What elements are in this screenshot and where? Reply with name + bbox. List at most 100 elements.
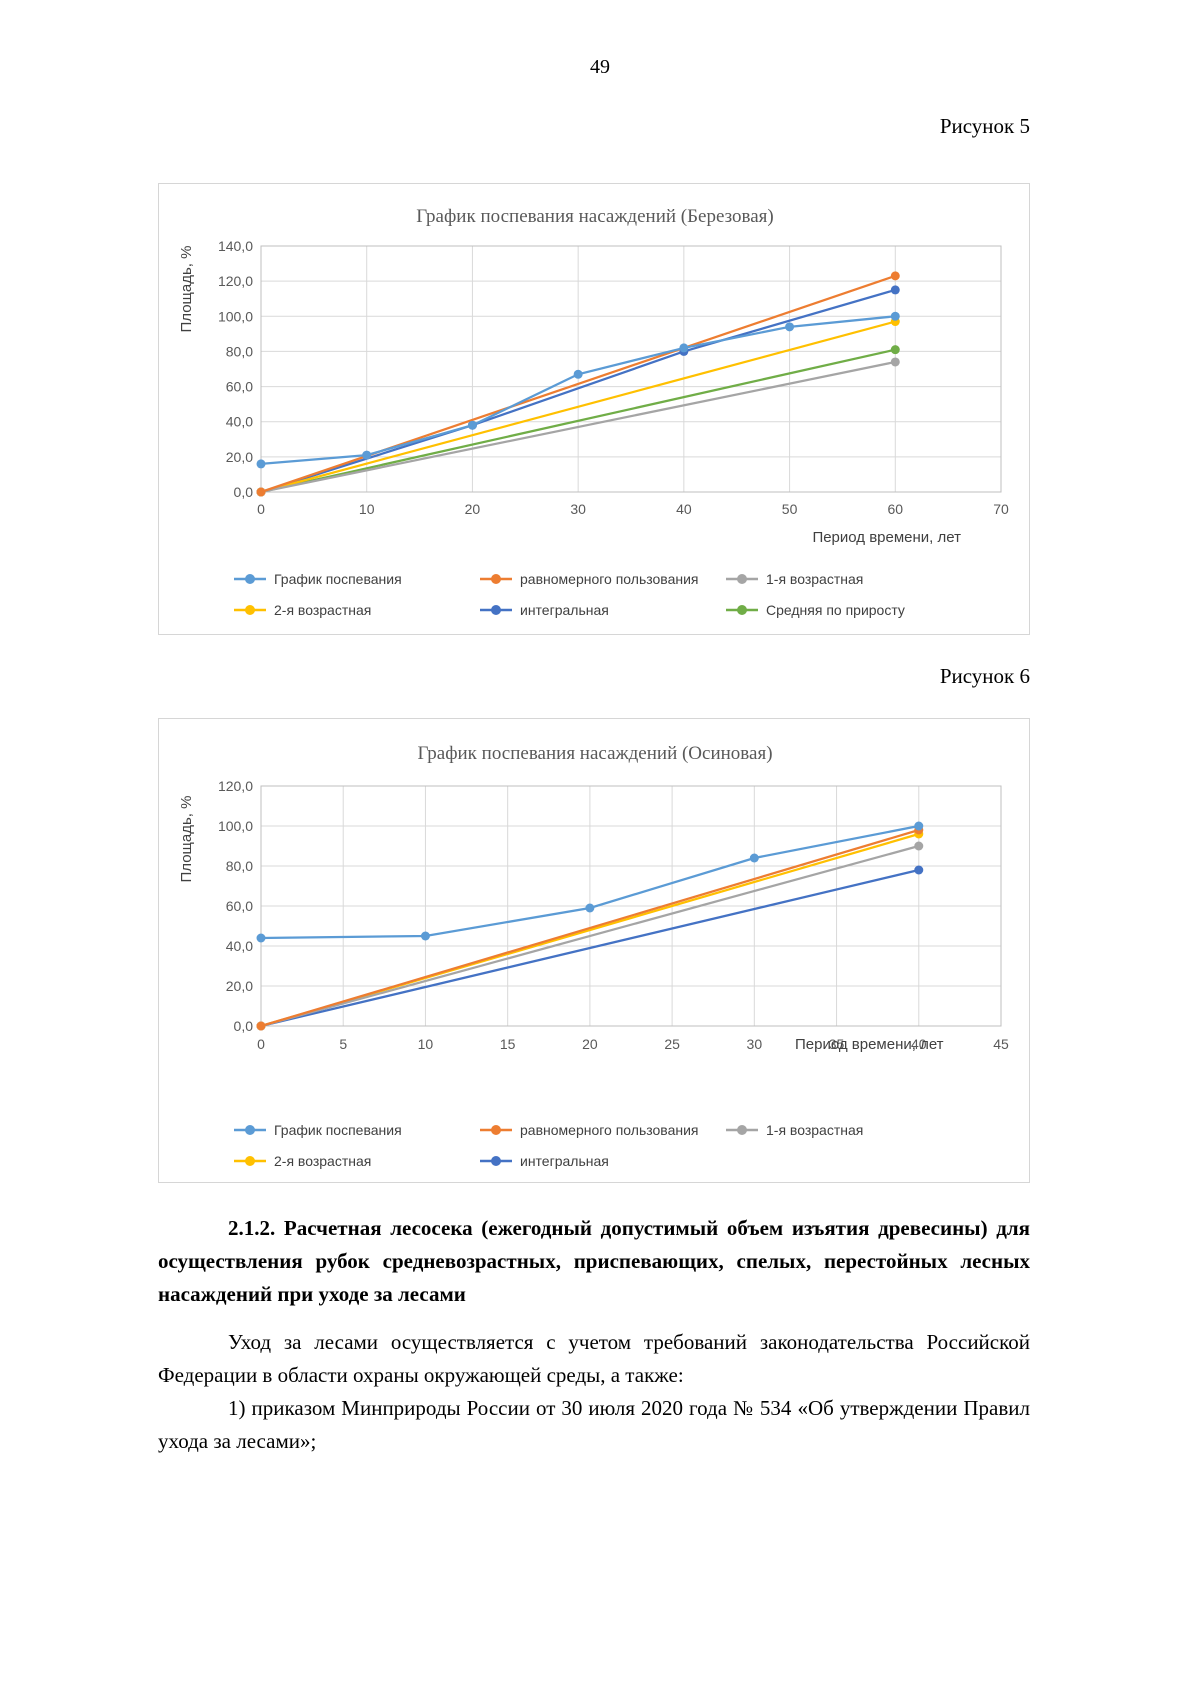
- x-tick-label: 5: [339, 1036, 347, 1052]
- legend-item: интегральная: [480, 602, 726, 618]
- series-marker: [890, 345, 900, 355]
- legend-label: равномерного пользования: [520, 1122, 699, 1138]
- legend-item: График поспевания: [234, 571, 480, 587]
- x-tick-label: 25: [664, 1036, 680, 1052]
- chart-title: График поспевания насаждений (Осиновая): [417, 743, 772, 764]
- series-marker: [467, 420, 477, 430]
- y-axis-label: Площадь, %: [178, 796, 195, 883]
- legend-marker-icon: [480, 1125, 512, 1135]
- plot-border: [260, 245, 1001, 493]
- legend-marker-icon: [480, 605, 512, 615]
- chart-legend: График поспевания равномерного пользовани…: [234, 1122, 1029, 1169]
- legend-item: интегральная: [480, 1153, 726, 1169]
- series-marker: [573, 369, 583, 379]
- y-tick-label: 0,0: [233, 1018, 253, 1034]
- y-tick-label: 40,0: [225, 414, 252, 430]
- figure6-caption: Рисунок 6: [939, 664, 1030, 688]
- legend-marker-icon: [234, 1156, 266, 1166]
- x-tick-label: 30: [746, 1036, 762, 1052]
- legend-label: 2-я возрастная: [274, 1153, 372, 1169]
- y-tick-label: 40,0: [225, 938, 252, 954]
- paragraph-item-1: 1) приказом Минприроды России от 30 июля…: [158, 1395, 1030, 1453]
- plot-border: [260, 785, 1001, 1027]
- series-marker: [678, 343, 688, 353]
- y-axis-label: Площадь, %: [178, 246, 195, 333]
- legend-label: равномерного пользования: [520, 571, 699, 587]
- series-line: [260, 320, 896, 494]
- chart-title: График поспевания насаждений (Березовая): [416, 206, 773, 227]
- x-tick-label: 0: [257, 1036, 265, 1052]
- y-tick-label: 120,0: [217, 778, 252, 794]
- y-tick-label: 80,0: [225, 858, 252, 874]
- series-marker: [913, 841, 923, 851]
- x-tick-label: 45: [993, 1036, 1009, 1052]
- legend-marker-icon: [726, 574, 758, 584]
- x-tick-label: 10: [417, 1036, 433, 1052]
- y-tick-label: 20,0: [225, 978, 252, 994]
- y-tick-label: 60,0: [225, 898, 252, 914]
- legend-marker-icon: [234, 574, 266, 584]
- series-marker: [420, 931, 430, 941]
- series-marker: [361, 450, 371, 460]
- series-marker: [913, 821, 923, 831]
- chart-area: 0,0 20,0 40,0 60,0 80,0 100,0 120,0 140,0 0 10 20 3…: [161, 194, 1029, 557]
- series-marker: [256, 933, 265, 943]
- legend-item: Средняя по приросту: [726, 602, 972, 618]
- y-tick-label: 100,0: [217, 818, 252, 834]
- y-tick-label: 120,0: [217, 273, 252, 289]
- page-number: 49: [590, 56, 610, 78]
- legend-label: интегральная: [520, 1153, 609, 1169]
- x-tick-label: 40: [676, 501, 692, 517]
- legend-label: 2-я возрастная: [274, 602, 372, 618]
- legend-marker-icon: [234, 1125, 266, 1135]
- chart-canvas: 0,0 20,0 40,0 60,0 80,0 100,0 120,0 0 5 10 15 20 25 3…: [178, 743, 1009, 1053]
- legend-label: 1-я возрастная: [766, 1122, 864, 1138]
- series-marker: [890, 285, 900, 295]
- legend-label: График поспевания: [274, 571, 402, 587]
- section-body: 2.1.2. Расчетная лесосека (ежегодный доп…: [158, 1212, 1030, 1457]
- figure6-chart: 0,0 20,0 40,0 60,0 80,0 100,0 120,0 0 5 10 15 20 25 3…: [158, 718, 1030, 1183]
- x-tick-label: 35: [828, 1036, 844, 1052]
- series-line: [260, 844, 919, 1028]
- y-tick-label: 100,0: [217, 308, 252, 324]
- legend-marker-icon: [726, 605, 758, 615]
- x-tick-label: 20: [582, 1036, 598, 1052]
- y-tick-label: 60,0: [225, 379, 252, 395]
- series-marker: [890, 357, 900, 367]
- legend-item: 2-я возрастная: [234, 1153, 480, 1169]
- series-marker: [890, 311, 900, 321]
- x-tick-label: 15: [499, 1036, 515, 1052]
- chart-legend: График поспевания равномерного пользовани…: [234, 571, 1029, 618]
- series-marker: [913, 865, 923, 875]
- legend-marker-icon: [726, 1125, 758, 1135]
- series-line: [260, 828, 919, 1028]
- x-tick-label: 40: [910, 1036, 926, 1052]
- x-axis-label: Период времени, лет: [795, 1036, 944, 1053]
- series-marker: [256, 459, 265, 469]
- section-heading: 2.1.2. Расчетная лесосека (ежегодный доп…: [158, 1216, 1030, 1306]
- legend-marker-icon: [480, 1156, 512, 1166]
- legend-marker-icon: [480, 574, 512, 584]
- y-tick-label: 20,0: [225, 449, 252, 465]
- legend-item: График поспевания: [234, 1122, 480, 1138]
- legend-item: равномерного пользования: [480, 571, 726, 587]
- x-axis-label: Период времени, лет: [812, 529, 961, 546]
- x-tick-label: 30: [570, 501, 586, 517]
- series-marker: [784, 322, 794, 332]
- legend-item: 1-я возрастная: [726, 1122, 972, 1138]
- series-line: [260, 348, 896, 494]
- figure5-chart: 0,0 20,0 40,0 60,0 80,0 100,0 120,0 140,0 0 10 20 3…: [158, 183, 1030, 635]
- x-tick-label: 60: [887, 501, 903, 517]
- chart-canvas: 0,0 20,0 40,0 60,0 80,0 100,0 120,0 140,0 0 10 20 3…: [178, 206, 1009, 546]
- legend-label: 1-я возрастная: [766, 571, 864, 587]
- series-line: [260, 360, 896, 494]
- x-tick-label: 70: [993, 501, 1009, 517]
- legend-label: Средняя по приросту: [766, 602, 905, 618]
- figure5-caption: Рисунок 5: [939, 114, 1030, 138]
- legend-item: 1-я возрастная: [726, 571, 972, 587]
- y-tick-label: 140,0: [217, 238, 252, 254]
- y-tick-label: 0,0: [233, 484, 253, 500]
- series-marker: [256, 1021, 265, 1031]
- series-marker: [890, 271, 900, 281]
